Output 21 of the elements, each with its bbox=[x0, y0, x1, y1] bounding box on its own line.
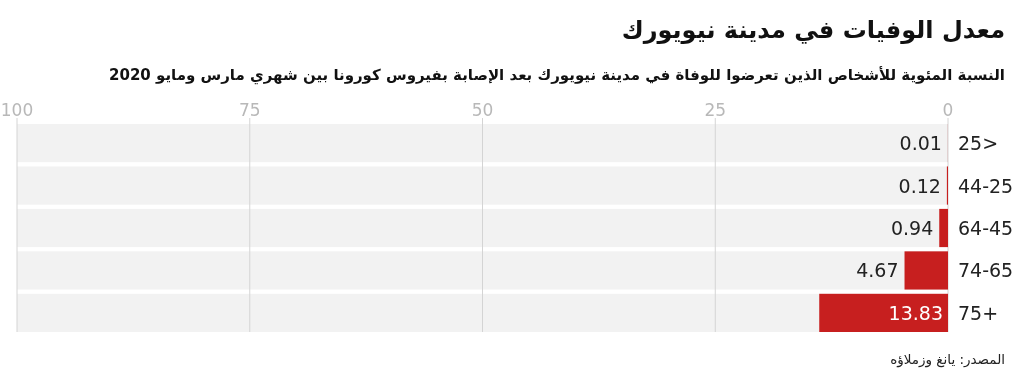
y-tick-label: 75+ bbox=[958, 301, 999, 324]
bar bbox=[904, 251, 948, 290]
chart-subtitle: النسبة المئوية للأشخاص الذين تعرضوا للوفاة في مدينة نيويورك بعد الإصابة بفيروس كورونا بين شهري مارس ومايو 2020 bbox=[109, 66, 1005, 85]
text: المصدر: يانغ وزملاؤه bbox=[890, 351, 1005, 368]
data-label: 4.67 bbox=[856, 259, 899, 282]
bar bbox=[819, 293, 948, 332]
x-tick-label: 75 bbox=[238, 100, 261, 120]
x-tick-label: 100 bbox=[0, 100, 34, 120]
bar bbox=[939, 208, 948, 248]
x-tick-label: 0 bbox=[942, 100, 954, 120]
data-label: 0.94 bbox=[890, 217, 934, 239]
y-tick-label: 25> bbox=[958, 132, 999, 155]
x-tick-label: 50 bbox=[471, 100, 494, 120]
y-tick-label: 74-65 bbox=[958, 259, 1014, 282]
x-tick-label: 25 bbox=[704, 100, 727, 120]
data-label: 0.01 bbox=[899, 132, 942, 155]
data-label: 13.83 bbox=[888, 301, 943, 324]
y-tick-label: 64-45 bbox=[958, 217, 1014, 239]
y-tick-label: 44-25 bbox=[958, 174, 1014, 197]
chart-title: معدل الوفيات في مدينة نيويورك bbox=[621, 16, 1005, 44]
data-label: 0.12 bbox=[898, 174, 941, 197]
